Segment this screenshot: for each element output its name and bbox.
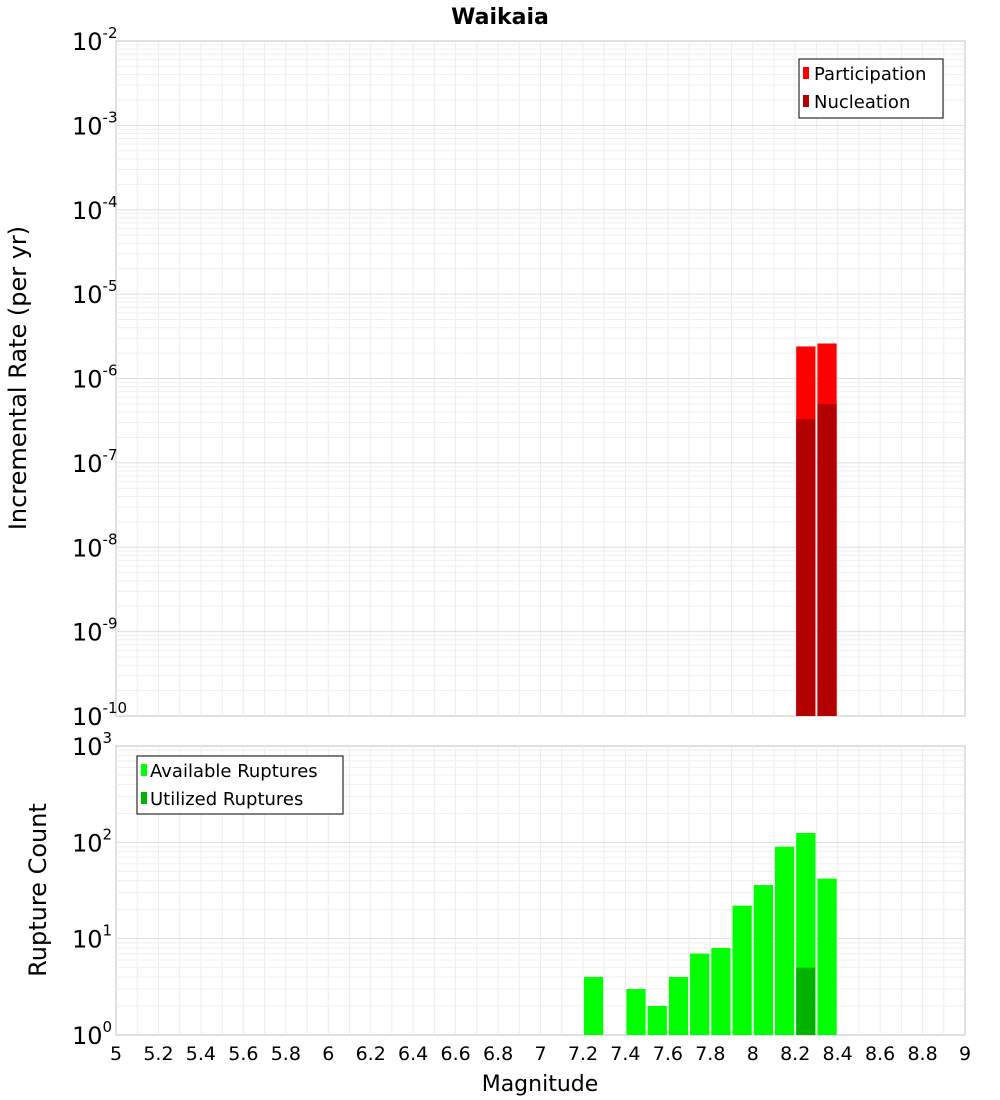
bar-available-ruptures xyxy=(583,977,604,1035)
bar-available-ruptures xyxy=(711,948,731,1035)
top-y-axis-label: Incremental Rate (per yr) xyxy=(4,226,32,530)
y-tick-label: 10-9 xyxy=(72,615,118,647)
x-tick-label: 5.6 xyxy=(228,1043,258,1065)
y-tick-label: 101 xyxy=(72,922,112,954)
x-tick-label: 6.4 xyxy=(398,1043,428,1065)
bar-available-ruptures xyxy=(753,885,773,1035)
legend-swatch-participation xyxy=(803,67,809,79)
y-tick-label: 100 xyxy=(72,1018,112,1050)
x-axis-ticks: 5 5.2 5.4 5.6 5.8 6 6.2 6.4 6.6 6.8 7 7.2 7.4 7.6 7.8 8… xyxy=(110,1043,971,1065)
bottom-y-ticks: 100 101 102 103 xyxy=(72,729,112,1050)
x-tick-label: 7.4 xyxy=(610,1043,640,1065)
x-tick-label: 8.6 xyxy=(865,1043,895,1065)
legend-swatch-utilized-ruptures xyxy=(141,792,147,804)
x-tick-label: 7.8 xyxy=(695,1043,725,1065)
x-tick-label: 5.2 xyxy=(143,1043,173,1065)
bar-nucleation xyxy=(796,419,816,716)
y-tick-label: 10-5 xyxy=(72,277,118,309)
legend-swatch-available-ruptures xyxy=(141,764,147,776)
x-tick-label: 6.8 xyxy=(483,1043,513,1065)
bar-available-ruptures xyxy=(690,953,710,1035)
legend-label-available-ruptures: Available Ruptures xyxy=(150,761,318,782)
top-gridlines xyxy=(116,41,965,716)
x-tick-label: 9 xyxy=(959,1043,971,1065)
y-tick-label: 10-10 xyxy=(72,699,127,731)
y-tick-label: 103 xyxy=(72,729,112,761)
y-tick-label: 102 xyxy=(72,825,112,857)
top-y-ticks: 10-10 10-9 10-8 10-7 10-6 10-5 10-4 10-3 10-2 xyxy=(72,24,127,731)
x-tick-label: 5.8 xyxy=(271,1043,301,1065)
legend-label-nucleation: Nucleation xyxy=(814,92,910,113)
legend-label-utilized-ruptures: Utilized Ruptures xyxy=(150,789,303,810)
bar-nucleation xyxy=(817,403,837,716)
y-tick-label: 10-4 xyxy=(72,193,118,225)
x-tick-label: 7.2 xyxy=(568,1043,598,1065)
x-tick-label: 7.6 xyxy=(653,1043,683,1065)
top-legend: Participation Nucleation xyxy=(798,58,944,119)
bar-available-ruptures xyxy=(732,905,752,1035)
top-legend-box xyxy=(798,58,944,119)
x-tick-label: 8 xyxy=(747,1043,759,1065)
top-bars xyxy=(796,343,837,716)
y-tick-label: 10-2 xyxy=(72,24,118,56)
x-tick-label: 6 xyxy=(322,1043,334,1065)
bar-utilized-ruptures xyxy=(796,967,816,1035)
bar-available-ruptures xyxy=(647,1006,667,1035)
bottom-legend-box xyxy=(136,755,344,815)
x-tick-label: 5 xyxy=(110,1043,122,1065)
bottom-bars xyxy=(583,832,837,1035)
y-tick-label: 10-8 xyxy=(72,530,118,562)
x-tick-label: 8.2 xyxy=(780,1043,810,1065)
bar-available-ruptures xyxy=(817,878,837,1035)
legend-label-participation: Participation xyxy=(814,64,926,85)
bar-available-ruptures xyxy=(774,846,795,1035)
x-tick-label: 7 xyxy=(534,1043,546,1065)
legend-swatch-nucleation xyxy=(803,95,809,107)
y-tick-label: 10-3 xyxy=(72,108,118,140)
bottom-y-axis-label: Rupture Count xyxy=(24,803,52,977)
x-tick-label: 8.4 xyxy=(823,1043,853,1065)
chart-title: Waikaia xyxy=(451,5,549,30)
y-tick-label: 10-7 xyxy=(72,446,118,478)
bar-available-ruptures xyxy=(668,977,689,1035)
bottom-legend: Available Ruptures Utilized Ruptures xyxy=(136,755,344,815)
x-tick-label: 8.8 xyxy=(907,1043,937,1065)
x-axis-label: Magnitude xyxy=(482,1072,599,1097)
x-tick-label: 5.4 xyxy=(186,1043,216,1065)
y-tick-label: 10-6 xyxy=(72,362,118,394)
x-tick-label: 6.6 xyxy=(440,1043,470,1065)
bar-available-ruptures xyxy=(626,989,646,1035)
x-tick-label: 6.2 xyxy=(356,1043,386,1065)
